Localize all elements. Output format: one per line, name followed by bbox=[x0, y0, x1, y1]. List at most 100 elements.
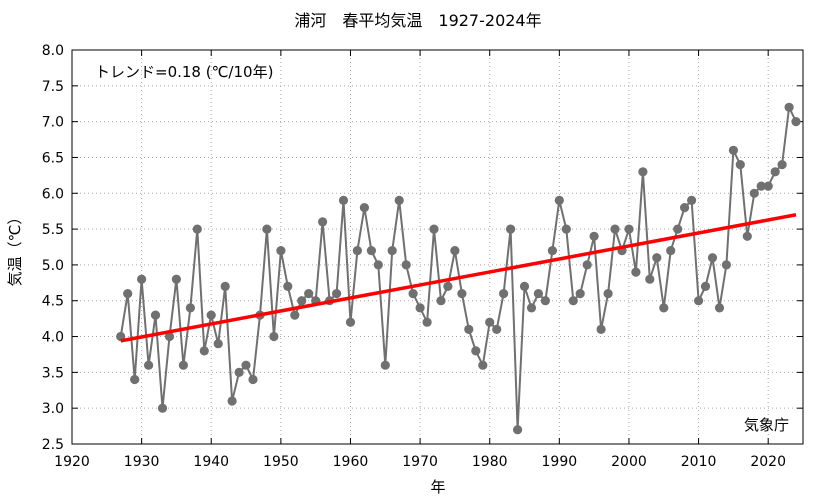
y-tick-label: 5.0 bbox=[42, 258, 64, 274]
data-point bbox=[171, 274, 181, 284]
x-tick-label: 2020 bbox=[750, 454, 786, 470]
data-point bbox=[666, 246, 676, 256]
data-point bbox=[401, 260, 411, 270]
data-point bbox=[784, 102, 794, 112]
data-point bbox=[422, 317, 432, 327]
data-point bbox=[234, 367, 244, 377]
data-point bbox=[185, 303, 195, 313]
data-point bbox=[728, 145, 739, 155]
y-tick-label: 6.5 bbox=[42, 150, 64, 166]
data-point bbox=[144, 360, 154, 370]
grid bbox=[72, 50, 803, 444]
x-tick-label: 1920 bbox=[54, 454, 90, 470]
x-tick-label: 1970 bbox=[402, 454, 438, 470]
data-point bbox=[262, 224, 272, 234]
data-point bbox=[192, 224, 202, 234]
data-point bbox=[707, 253, 718, 263]
data-point bbox=[791, 117, 801, 127]
data-point bbox=[137, 274, 147, 284]
data-point bbox=[304, 289, 314, 299]
plot-frame bbox=[71, 49, 804, 445]
data-point bbox=[742, 231, 752, 241]
data-point bbox=[178, 360, 188, 370]
data-point bbox=[645, 274, 655, 284]
y-tick-label: 2.5 bbox=[42, 437, 64, 453]
y-tick-label: 4.0 bbox=[42, 330, 64, 346]
y-tick-label: 7.0 bbox=[42, 115, 64, 131]
y-tick-label: 4.5 bbox=[42, 294, 64, 310]
data-point bbox=[429, 224, 439, 234]
data-point bbox=[213, 339, 223, 349]
data-point bbox=[673, 224, 683, 234]
data-point bbox=[450, 246, 460, 256]
data-point bbox=[540, 296, 551, 306]
data-point bbox=[582, 260, 592, 270]
data-point bbox=[471, 346, 481, 356]
data-point bbox=[373, 260, 383, 270]
x-tick-label: 1990 bbox=[542, 454, 578, 470]
data-point bbox=[763, 181, 773, 191]
data-point bbox=[220, 281, 230, 291]
data-point bbox=[318, 217, 328, 227]
data-point bbox=[492, 324, 502, 334]
data-point bbox=[359, 203, 369, 213]
y-tick-label: 7.5 bbox=[42, 79, 64, 95]
data-point bbox=[777, 160, 787, 170]
x-tick-label: 1930 bbox=[124, 454, 160, 470]
trend-line bbox=[120, 213, 797, 343]
trend-label: トレンド=0.18 (℃/10年) bbox=[95, 63, 273, 81]
data-point bbox=[589, 231, 599, 241]
data-point bbox=[694, 296, 704, 306]
data-point bbox=[554, 195, 564, 205]
y-tick-label: 5.5 bbox=[42, 222, 64, 238]
data-point bbox=[519, 281, 530, 291]
data-point bbox=[130, 374, 140, 385]
data-point bbox=[659, 303, 669, 313]
data-point bbox=[700, 281, 711, 291]
data-point bbox=[568, 296, 578, 306]
data-point bbox=[199, 346, 209, 356]
data-point bbox=[721, 260, 732, 270]
data-point bbox=[380, 360, 390, 370]
data-point bbox=[547, 246, 558, 256]
data-point bbox=[443, 281, 453, 291]
data-point bbox=[714, 303, 725, 313]
y-tick-label: 8.0 bbox=[42, 43, 64, 59]
data-point bbox=[464, 324, 474, 334]
data-point bbox=[297, 296, 307, 306]
data-point bbox=[506, 224, 516, 234]
series-layer bbox=[116, 102, 801, 435]
data-point bbox=[408, 289, 418, 299]
data-point bbox=[485, 317, 495, 327]
data-point bbox=[283, 281, 293, 291]
y-axis-label: 気温（℃） bbox=[6, 210, 24, 287]
data-point bbox=[387, 246, 397, 256]
y-tick-label: 3.0 bbox=[42, 401, 64, 417]
data-point bbox=[276, 246, 286, 256]
data-point bbox=[603, 289, 613, 299]
data-point bbox=[241, 360, 251, 370]
data-point bbox=[756, 181, 766, 191]
data-point bbox=[652, 253, 662, 263]
x-tick-label: 1940 bbox=[193, 454, 229, 470]
series-line bbox=[119, 106, 797, 431]
data-point bbox=[269, 331, 279, 342]
axis-ticks bbox=[71, 49, 803, 445]
data-point bbox=[680, 203, 690, 213]
data-point bbox=[596, 324, 606, 334]
data-point bbox=[561, 224, 571, 234]
x-tick-label: 1960 bbox=[333, 454, 369, 470]
tick-labels: 2.5 3.0 3.5 4.0 4.5 5.0 5.5 6.0 6.5 7.0 7.5 8.0 1920… bbox=[42, 43, 786, 470]
data-point bbox=[770, 167, 780, 177]
data-point bbox=[624, 224, 634, 234]
data-point bbox=[638, 167, 648, 177]
data-point bbox=[415, 303, 425, 313]
data-point bbox=[631, 267, 641, 277]
x-tick-label: 2010 bbox=[681, 454, 717, 470]
data-point bbox=[457, 289, 467, 299]
y-tick-label: 3.5 bbox=[42, 365, 64, 381]
data-point bbox=[366, 246, 376, 256]
data-point bbox=[227, 396, 237, 406]
data-point bbox=[352, 246, 362, 256]
